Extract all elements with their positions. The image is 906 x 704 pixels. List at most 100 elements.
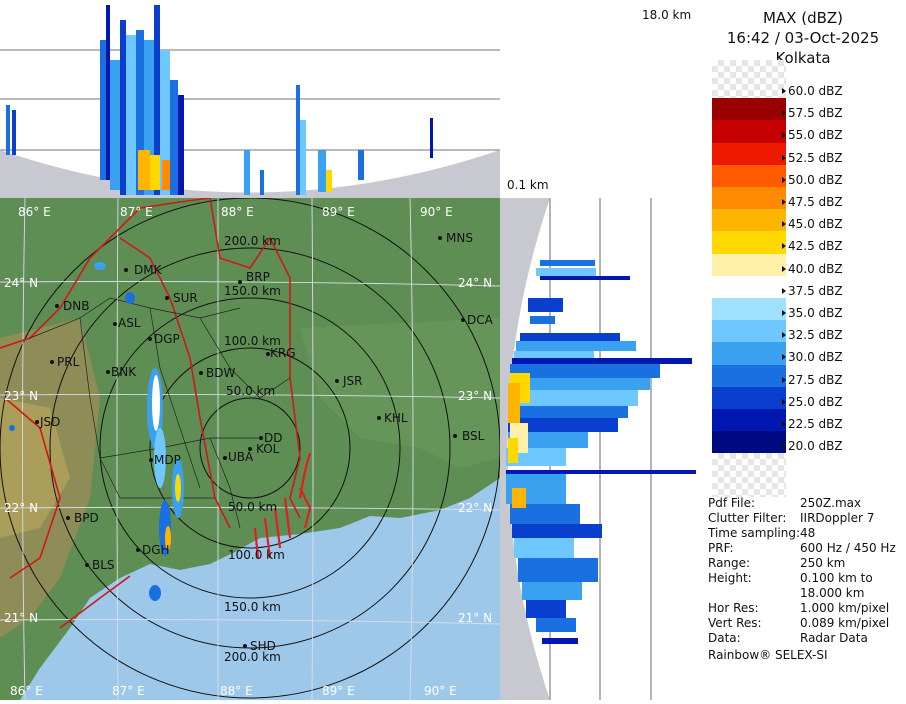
station-label: JSR [343,374,363,388]
info-value: 0.100 km to [800,571,873,585]
range-label-100-south: 100.0 km [228,548,285,562]
station-label: PRL [57,355,80,369]
legend-label: 57.5 dBZ [782,106,843,121]
lon-label-90-top: 90° E [420,205,453,219]
map-plot [0,198,500,700]
range-label-200-north: 200.0 km [224,234,281,248]
lon-label-86-top: 86° E [18,205,51,219]
echo-columns-top [6,5,433,195]
legend-label: 60.0 dBZ [782,84,843,98]
station-label: SUR [173,291,198,305]
lat-label-24-right: 24° N [458,276,493,290]
station-label: BPD [74,511,99,525]
legend-swatch [712,364,786,388]
info-key: Height: [708,571,752,585]
legend-swatch [712,60,786,98]
title-block: MAX (dBZ) 16:42 / 03-Oct-2025 Kolkata [700,8,906,68]
station-label: BDW [206,366,236,380]
lon-label-87-top: 87° E [120,205,153,219]
legend-swatch [712,275,786,299]
legend-swatch [712,298,786,321]
range-label-200-south: 200.0 km [224,650,281,664]
legend-swatch [712,209,786,232]
top-cross-section-plot [0,5,500,198]
radar-echoes-map [9,262,184,601]
district-borders [29,297,291,529]
info-value: 18.000 km [800,586,865,600]
legend-swatch-tail [712,453,786,498]
info-value: 1.000 km/pixel [800,601,890,615]
legend-swatch [712,409,786,432]
graticule [0,198,500,700]
datetime-label: 16:42 / 03-Oct-2025 [726,29,880,47]
station-label: MNS [446,231,473,245]
info-value: 0.089 km/pixel [800,616,890,630]
delta [300,318,500,468]
legend-label: 22.5 dBZ [782,417,843,431]
station-label: BNK [111,365,137,379]
top-cross-section [0,0,500,198]
radar-map: 86° E 87° E 88° E 89° E 90° E 86° E 87° … [0,198,500,700]
legend-swatch [712,142,786,166]
info-value: 250 km [800,556,846,570]
station-label: BRP [246,270,270,284]
station-label: DMK [134,263,162,277]
info-key: PRF: [708,541,734,555]
station-label: DCA [467,313,493,327]
info-value: IIRDoppler 7 [800,511,875,525]
legend-label: 20.0 dBZ [782,439,843,454]
site-name: Kolkata [775,49,831,67]
info-value: Radar Data [800,631,868,645]
lon-label-88-bottom: 88° E [220,684,253,698]
echo-columns-right [506,260,696,644]
lat-label-23-right: 23° N [458,389,493,403]
legend-swatch [712,98,786,121]
station-label: DD [264,431,283,445]
lat-label-21-left: 21° N [4,611,39,625]
lat-label-22-left: 22° N [4,501,39,515]
lat-label-24-left: 24° N [4,276,39,290]
height-min-label: 0.1 km [507,178,549,192]
station-label: BLS [92,558,115,572]
info-key: Time sampling: [708,526,801,540]
station-label: UBA [228,450,254,464]
legend-swatch [712,320,786,343]
lon-label-86-bottom: 86° E [10,684,43,698]
info-value: 250Z.max [800,496,862,510]
lon-label-88-top: 88° E [221,205,254,219]
station-label: MDP [154,453,181,467]
station-dots [35,236,465,648]
range-label-100-north: 100.0 km [224,334,281,348]
station-label: DGP [154,332,180,346]
legend-swatch [712,164,786,188]
legend-label: 45.0 dBZ [782,217,843,232]
legend-swatch [712,431,786,454]
info-key: Range: [708,556,751,570]
legend-swatch [712,253,786,277]
lat-label-22-right: 22° N [458,501,493,515]
legend-label: 52.5 dBZ [782,150,843,165]
legend-sidebar: MAX (dBZ) 16:42 / 03-Oct-2025 Kolkata 60… [700,0,906,700]
station-label: JSD [40,415,61,429]
highland-2 [0,398,70,538]
product-title: MAX (dBZ) [762,9,844,27]
legend-swatch [712,386,786,410]
legend-swatch [712,120,786,144]
legend-label: 37.5 dBZ [782,283,843,298]
legend-label: 42.5 dBZ [782,239,843,254]
lon-label-87-bottom: 87° E [112,684,145,698]
station-label: ASL [118,316,141,330]
range-label-150-north: 150.0 km [224,284,281,298]
station-label: KRG [270,346,296,360]
info-value: 48 [800,526,816,540]
right-cross-section-plot [500,198,696,700]
legend-label: 32.5 dBZ [782,328,843,343]
legend-label: 35.0 dBZ [782,306,843,320]
lon-label-90-bottom: 90° E [424,684,457,698]
lat-label-21-right: 21° N [458,611,493,625]
sundarbans-echoes [253,452,312,559]
legend-label: 47.5 dBZ [782,195,843,209]
footer-brand: Rainbow® SELEX-SI [708,648,828,662]
height-max-label: 18.0 km [642,8,692,22]
info-key: Hor Res: [708,601,759,615]
